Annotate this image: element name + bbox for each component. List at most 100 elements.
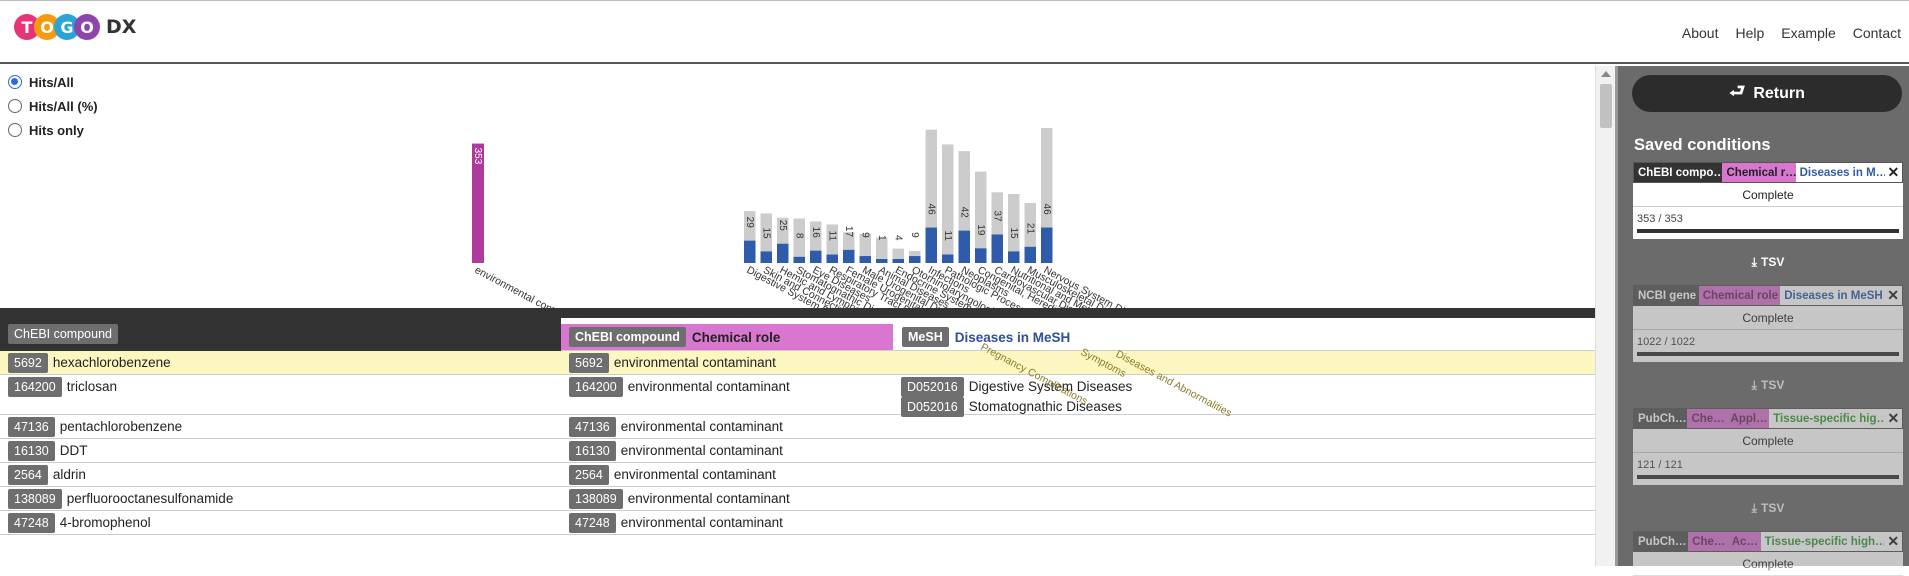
bar-hits	[859, 256, 871, 263]
compound-id[interactable]: 47136	[8, 416, 55, 437]
saved-condition-card[interactable]: NCBI gene Chemical role Diseases in MeSH ✕ C…	[1633, 285, 1903, 362]
bar-value-label: 8	[794, 233, 805, 239]
saved-condition-card[interactable]: ChEBI compo… Chemical r… Diseases in M… ✕ Co…	[1633, 162, 1903, 239]
condition-tag: Che…	[1688, 532, 1728, 551]
bar-total	[859, 233, 871, 263]
compound-name: DDT	[59, 443, 88, 458]
download-icon: ⤓	[1751, 377, 1757, 392]
main-scrollbar[interactable]	[1595, 66, 1615, 566]
bar-value-label: 25	[777, 220, 788, 232]
role-id[interactable]: 47248	[569, 512, 616, 533]
condition-tag: Tissue-specific high…	[1760, 532, 1885, 551]
role-id[interactable]: 5692	[569, 352, 609, 373]
bar-total	[942, 144, 954, 263]
condition-status: Complete	[1633, 429, 1903, 453]
saved-condition-card[interactable]: PubCh… Che… Appl… Tissue-specific hig… ✕ Comp…	[1633, 408, 1903, 485]
radio-icon[interactable]	[8, 123, 22, 137]
nav-about[interactable]: About	[1681, 25, 1719, 41]
role-id[interactable]: 16130	[569, 440, 616, 461]
category-label: environmental contaminant	[473, 264, 590, 311]
scrollbar-thumb[interactable]	[1600, 84, 1612, 128]
condition-status: Complete	[1633, 306, 1903, 330]
cell-chemical-role: 164200 environmental contaminant	[569, 376, 790, 397]
condition-tag: Tissue-specific hig…	[1769, 409, 1885, 428]
cell-chemical-role: 2564 environmental contaminant	[569, 464, 776, 485]
results-table-body: 5692 hexachlorobenzene 5692 environmental c…	[0, 351, 1595, 535]
close-icon[interactable]: ✕	[1884, 286, 1902, 305]
mesh-text: Stomatognathic Diseases	[968, 399, 1122, 414]
compound-id[interactable]: 5692	[8, 352, 48, 373]
tsv-download-button[interactable]: ⤓ TSV	[1633, 375, 1903, 395]
table-row[interactable]: 47248 4-bromophenol 47248 environmental con…	[0, 511, 1595, 535]
compound-id[interactable]: 164200	[8, 376, 62, 397]
cell-chemical-role: 47136 environmental contaminant	[569, 416, 783, 437]
top-nav: About Help Example Contact	[1682, 25, 1901, 41]
download-icon: ⤓	[1751, 500, 1757, 515]
bar-value-label: 17	[843, 226, 854, 238]
condition-count: 353 / 353	[1637, 213, 1683, 225]
return-button[interactable]: ⮐ Return	[1632, 75, 1902, 112]
mode-option[interactable]: Hits/All (%)	[8, 94, 98, 118]
role-id[interactable]: 47136	[569, 416, 616, 437]
table-row[interactable]: 2564 aldrin 2564 environmental contaminant	[0, 463, 1595, 487]
bar-chemical-role	[472, 143, 484, 263]
compound-id[interactable]: 2564	[8, 464, 48, 485]
role-id[interactable]: 138089	[569, 488, 623, 509]
bar-hits	[991, 234, 1003, 263]
role-id[interactable]: 2564	[569, 464, 609, 485]
table-row[interactable]: 138089 perfluorooctanesulfonamide 138089 en…	[0, 487, 1595, 511]
scroll-up-icon[interactable]	[1601, 71, 1611, 77]
table-row[interactable]: 5692 hexachlorobenzene 5692 environmental c…	[0, 351, 1595, 375]
mode-option[interactable]: Hits only	[8, 118, 98, 142]
close-icon[interactable]: ✕	[1884, 409, 1902, 428]
saved-condition-card[interactable]: PubCh… Che… Ac… Tissue-specific high… ✕ Compl…	[1633, 531, 1903, 576]
bar-value-label: 16	[810, 227, 821, 239]
compound-name: perfluorooctanesulfonamide	[66, 491, 234, 506]
nav-contact[interactable]: Contact	[1852, 25, 1901, 41]
close-icon[interactable]: ✕	[1884, 163, 1902, 182]
compound-id[interactable]: 138089	[8, 488, 62, 509]
bar-hits	[1008, 251, 1020, 263]
close-icon[interactable]: ✕	[1884, 532, 1902, 551]
col2-tag: ChEBI compound	[569, 327, 686, 347]
mode-label: Hits/All (%)	[29, 98, 98, 114]
mesh-id[interactable]: D052016	[901, 376, 964, 397]
bar-hits	[1024, 246, 1036, 263]
cell-compound: 47136 pentachlorobenzene	[8, 416, 183, 437]
tsv-download-button[interactable]: ⤓ TSV	[1633, 252, 1903, 272]
bar-total	[1024, 203, 1036, 263]
condition-progress-bar	[1637, 352, 1899, 356]
header: T O G O DX About Help Example Contact	[0, 0, 1909, 64]
cell-chemical-role: 16130 environmental contaminant	[569, 440, 783, 461]
compound-id[interactable]: 47248	[8, 512, 55, 533]
cell-compound: 138089 perfluorooctanesulfonamide	[8, 488, 234, 509]
col1-tag: ChEBI compound	[8, 324, 118, 344]
attribute-charts: 353 environmental contaminant 29 Digestive …	[0, 66, 1595, 311]
togodx-logo[interactable]: T O G O DX	[14, 14, 136, 40]
download-icon: ⤓	[1751, 254, 1757, 269]
bar-hits	[744, 240, 756, 263]
role-id[interactable]: 164200	[569, 376, 623, 397]
bar-hits	[876, 259, 888, 263]
bar-total	[876, 237, 888, 263]
nav-help[interactable]: Help	[1735, 25, 1765, 41]
nav-example[interactable]: Example	[1781, 25, 1836, 41]
condition-status: Complete	[1633, 183, 1903, 207]
table-row[interactable]: 164200 triclosan 164200 environmental conta…	[0, 375, 1595, 417]
compound-id[interactable]: 16130	[8, 440, 55, 461]
mesh-id[interactable]: D052016	[901, 396, 964, 417]
compound-name: pentachlorobenzene	[59, 419, 183, 434]
bar-total	[777, 217, 789, 263]
compound-name: 4-bromophenol	[59, 515, 151, 530]
bar-hits	[777, 243, 789, 263]
table-row[interactable]: 47136 pentachlorobenzene 47136 environmenta…	[0, 415, 1595, 439]
radio-icon[interactable]	[8, 99, 22, 113]
table-row[interactable]: 16130 DDT 16130 environmental contaminant	[0, 439, 1595, 463]
radio-icon[interactable]	[8, 75, 22, 89]
bar-total	[1041, 128, 1053, 263]
tsv-download-button[interactable]: ⤓ TSV	[1633, 498, 1903, 518]
mode-option[interactable]: Hits/All	[8, 70, 98, 94]
cell-chemical-role: 138089 environmental contaminant	[569, 488, 790, 509]
cell-mesh: D052016 Digestive System Diseases D052016 S…	[901, 376, 1132, 417]
bar-value-label: 46	[926, 204, 937, 216]
